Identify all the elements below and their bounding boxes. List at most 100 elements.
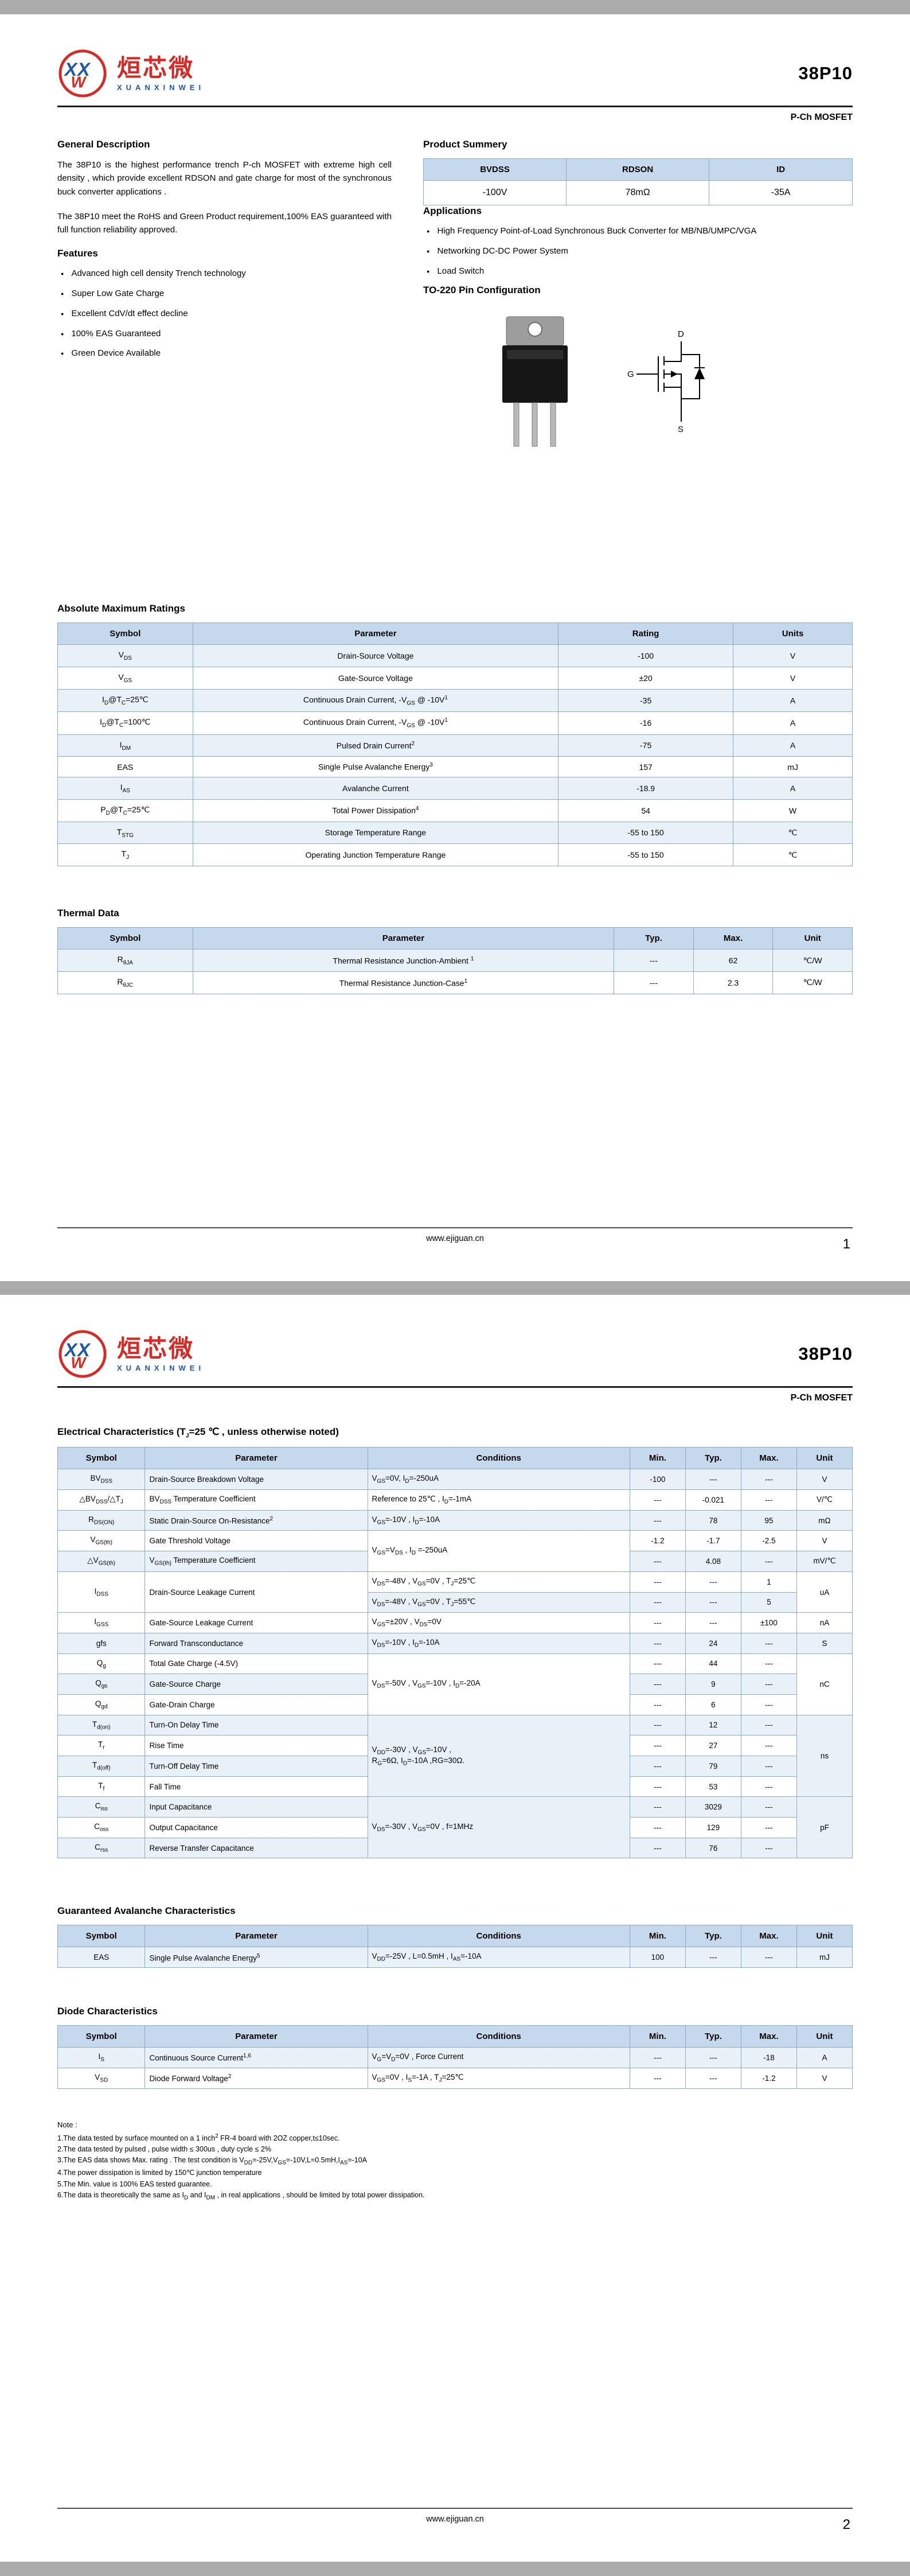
cell: --- (629, 1776, 686, 1797)
cell: Coss (57, 1817, 146, 1838)
cell: gfs (57, 1632, 146, 1654)
cell: V (733, 666, 853, 690)
table-row: RθJA Thermal Resistance Junction-Ambient … (57, 949, 853, 972)
cell: 2.3 (693, 971, 774, 994)
cell: EAS (57, 1947, 146, 1968)
cell: 6 (685, 1694, 741, 1715)
bullet-icon: ● (61, 291, 64, 297)
brand-name-cn: 烜芯微 (117, 1334, 195, 1362)
electrical-characteristics-table: Symbol Parameter Conditions Min. Typ. Max. Uni… (57, 1447, 853, 1859)
cell: --- (629, 1509, 686, 1531)
mosfet-symbol-icon: D G S (627, 329, 705, 434)
cell: VDS=-50V , VGS=-10V , ID=-20A (367, 1653, 630, 1715)
table-header-row: Symbol Parameter Conditions Min. Typ. Max. Uni… (57, 1925, 853, 1948)
cell: VGS(th) Temperature Coefficient (144, 1551, 368, 1572)
diode-characteristics-table: Symbol Parameter Conditions Min. Typ. Max. Uni… (57, 2025, 853, 2089)
bullet-icon: ● (61, 310, 64, 317)
section-title-pin-configuration: TO-220 Pin Configuration (423, 285, 541, 296)
cell: Reference to 25℃ , ID=-1mA (367, 1489, 630, 1511)
cell: --- (614, 949, 694, 972)
cell: --- (685, 2067, 741, 2089)
cell: V (796, 1469, 853, 1491)
avalanche-characteristics-table: Symbol Parameter Conditions Min. Typ. Max. Uni… (57, 1925, 853, 1968)
table-row: -100V 78mΩ -35A (423, 180, 853, 205)
column-header: Unit (796, 1925, 853, 1948)
cell: Qgs (57, 1674, 146, 1695)
cell: --- (629, 1489, 686, 1511)
cell: IS (57, 2047, 146, 2068)
column-header: ID (709, 158, 853, 181)
cell: EAS (57, 756, 193, 777)
cell: mV/℃ (796, 1551, 853, 1572)
column-header: Conditions (367, 1447, 630, 1470)
cell: --- (629, 1694, 686, 1715)
section-title-absolute-maximum-ratings: Absolute Maximum Ratings (57, 603, 185, 614)
cell: --- (740, 1674, 797, 1695)
cell: VDS=-10V , ID=-10A (367, 1632, 630, 1654)
list-item-text: 100% EAS Guaranteed (71, 328, 161, 338)
cell: Gate-Source Leakage Current (144, 1612, 368, 1633)
table-row: IS Continuous Source Current1,6 VG=VD=0V ,… (57, 2047, 853, 2068)
cell: -18 (740, 2047, 797, 2068)
page-footer: www.ejiguan.cn 2 (57, 2508, 853, 2532)
pin-label-gate: G (627, 369, 634, 379)
cell: Total Gate Charge (-4.5V) (144, 1653, 368, 1675)
column-header: Typ. (685, 2025, 741, 2048)
cell: 5 (740, 1591, 797, 1613)
column-header: Symbol (57, 1447, 146, 1470)
table-row: △BVDSS/△TJ BVDSS Temperature Coefficient R… (57, 1489, 853, 1511)
cell: 157 (558, 756, 734, 777)
table-row: Qgs Gate-Source Charge --- 9 --- (57, 1674, 853, 1695)
cell: Operating Junction Temperature Range (192, 843, 559, 867)
cell: A (733, 688, 853, 713)
table-row: Coss Output Capacitance --- 129 --- (57, 1817, 853, 1838)
cell: 54 (558, 799, 734, 822)
cell: -18.9 (558, 776, 734, 800)
cell: 62 (693, 949, 774, 972)
brand-logo: X X W 烜芯微 XUANXINWEI (57, 48, 205, 99)
table-row: BVDSS Drain-Source Breakdown Voltage VGS=0… (57, 1469, 853, 1491)
cell: 53 (685, 1776, 741, 1797)
cell: 78 (685, 1509, 741, 1531)
cell: --- (740, 1714, 797, 1736)
list-item-text: Networking DC-DC Power System (437, 246, 568, 256)
cell: IGSS (57, 1612, 146, 1633)
column-header: Unit (772, 927, 853, 950)
cell: 129 (685, 1817, 741, 1838)
list-item: 6.The data is theoretically the same as … (57, 2190, 853, 2203)
table-row: EAS Single Pulse Avalanche Energy3 157 mJ (57, 756, 853, 777)
cell: ℃/W (772, 949, 853, 972)
column-header: Parameter (144, 1925, 368, 1948)
list-item: ● Load Switch (427, 265, 853, 278)
svg-text:W: W (71, 73, 87, 91)
cell: --- (740, 1653, 797, 1675)
list-item: ● Green Device Available (61, 347, 392, 360)
cell: pF (796, 1796, 853, 1859)
cell: Single Pulse Avalanche Energy5 (144, 1947, 368, 1968)
column-header: Min. (629, 2025, 686, 2048)
cell: Gate-Drain Charge (144, 1694, 368, 1715)
pin-label-source: S (678, 425, 684, 434)
table-header-row: Symbol Parameter Typ. Max. Unit (57, 927, 853, 950)
table-header-row: Symbol Parameter Rating Units (57, 622, 853, 645)
brand-name-en: XUANXINWEI (117, 83, 205, 92)
cell: --- (629, 1714, 686, 1736)
cell: Gate-Source Charge (144, 1674, 368, 1695)
cell: VG=VD=0V , Force Current (367, 2047, 630, 2068)
cell: nC (796, 1653, 853, 1715)
cell: --- (629, 1796, 686, 1818)
list-item-text: 6.The data is theoretically the same as … (57, 2191, 425, 2201)
cell: VDD=-25V , L=0.5mH , IAS=-10A (367, 1947, 630, 1968)
list-item-text: 3.The EAS data shows Max. rating . The t… (57, 2156, 368, 2166)
column-header: Parameter (192, 927, 615, 950)
cell: --- (685, 1947, 741, 1968)
section-title-diode-characteristics: Diode Characteristics (57, 2006, 158, 2017)
cell: Avalanche Current (192, 776, 559, 800)
bullet-icon: ● (427, 228, 430, 234)
cell: Total Power Dissipation4 (192, 799, 559, 822)
section-title-thermal-data: Thermal Data (57, 908, 119, 919)
notes-list: 1.The data tested by surface mounted on … (57, 2132, 853, 2203)
page-footer: www.ejiguan.cn 1 (57, 1227, 853, 1252)
table-row: gfs Forward Transconductance VDS=-10V , ID… (57, 1632, 853, 1654)
two-column-area: General Description The 38P10 is the hig… (57, 139, 853, 583)
